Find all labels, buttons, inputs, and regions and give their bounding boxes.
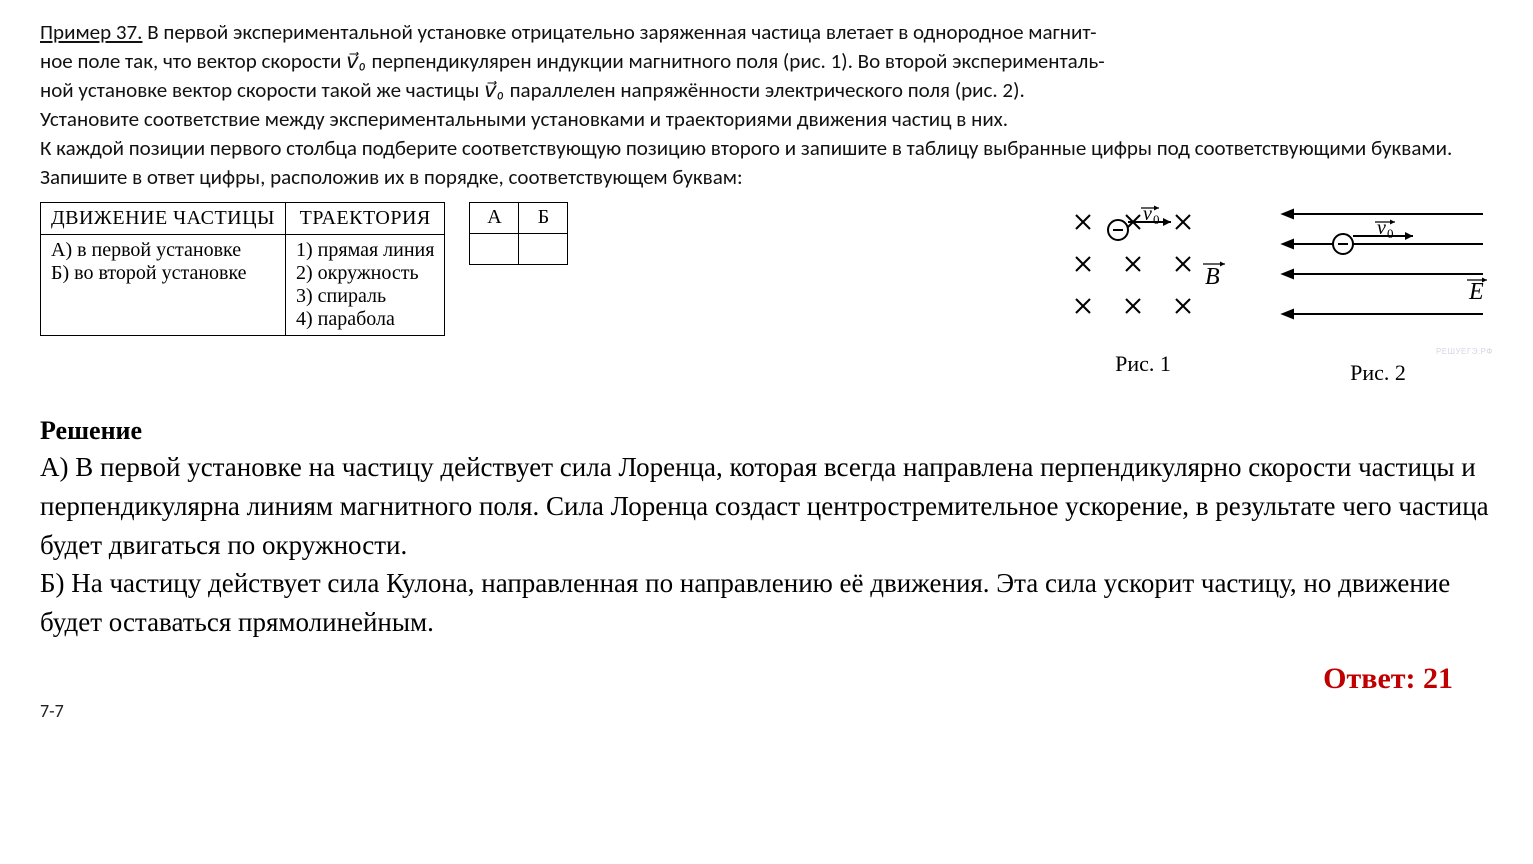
solution-part-b: Б) На частицу действует сила Кулона, нап…	[40, 568, 1450, 637]
solution-heading: Решение	[40, 416, 1493, 446]
page-footer: 7-7	[40, 700, 1493, 722]
solution-part-a: А) В первой установке на частицу действу…	[40, 452, 1489, 560]
figures-block: v 0 B Рис. 1	[1053, 202, 1493, 386]
svg-text:B: B	[1205, 264, 1220, 290]
p-l1: В первой экспериментальной установке отр…	[142, 19, 1096, 45]
figure-1-caption: Рис. 1	[1053, 351, 1233, 377]
svg-text:0: 0	[1153, 212, 1160, 227]
p-l3b: параллелен напряжённости электрического …	[505, 77, 1025, 103]
ab-cell-a	[470, 233, 519, 264]
p-l6: Запишите в ответ цифры, расположив их в …	[40, 164, 743, 190]
p-l2b: перпендикулярен индукции магнитного поля…	[367, 48, 1105, 74]
p-l3a: ной установке вектор скорости такой же ч…	[40, 77, 484, 103]
answer-label: Ответ:	[1323, 662, 1423, 695]
v0-symbol: v⃗₀	[484, 77, 505, 103]
figure-1: v 0 B Рис. 1	[1053, 202, 1233, 386]
svg-text:v: v	[1377, 217, 1386, 239]
ab-header-a: А	[470, 202, 519, 233]
svg-text:v: v	[1143, 203, 1152, 225]
figure-2-svg: v 0 E	[1263, 202, 1493, 342]
problem-text: Пример 37. В первой экспериментальной ус…	[40, 18, 1493, 192]
v0-symbol: v⃗₀	[346, 48, 367, 74]
p-l2a: ное поле так, что вектор скорости	[40, 48, 346, 74]
figure-2: v 0 E РЕШУЕГЭ.РФ Рис. 2	[1263, 202, 1493, 386]
svg-text:E: E	[1468, 279, 1484, 305]
matching-table: ДВИЖЕНИЕ ЧАСТИЦЫ ТРАЕКТОРИЯ А) в первой …	[40, 202, 445, 336]
solution-body: А) В первой установке на частицу действу…	[40, 448, 1493, 642]
ab-cell-b	[519, 233, 568, 264]
col-header-motion: ДВИЖЕНИЕ ЧАСТИЦЫ	[41, 202, 286, 234]
svg-text:0: 0	[1387, 226, 1394, 241]
solution-block: Решение А) В первой установке на частицу…	[40, 416, 1493, 642]
figure-2-caption: Рис. 2	[1263, 360, 1493, 386]
final-answer: Ответ: 21	[40, 662, 1493, 696]
p-l4: Установите соответствие между эксперимен…	[40, 106, 1008, 132]
p-l5: К каждой позиции первого столбца подбери…	[40, 135, 1452, 161]
ab-header-b: Б	[519, 202, 568, 233]
figure-1-svg: v 0 B	[1053, 202, 1233, 342]
col-a-content: А) в первой установке Б) во второй устан…	[41, 234, 286, 335]
col-b-content: 1) прямая линия 2) окружность 3) спираль…	[286, 234, 445, 335]
answer-grid: А Б	[469, 202, 568, 265]
answer-value: 21	[1423, 662, 1453, 695]
middle-row: ДВИЖЕНИЕ ЧАСТИЦЫ ТРАЕКТОРИЯ А) в первой …	[40, 202, 1493, 386]
watermark: РЕШУЕГЭ.РФ	[1263, 347, 1493, 356]
col-header-trajectory: ТРАЕКТОРИЯ	[286, 202, 445, 234]
example-number: Пример 37.	[40, 19, 142, 45]
